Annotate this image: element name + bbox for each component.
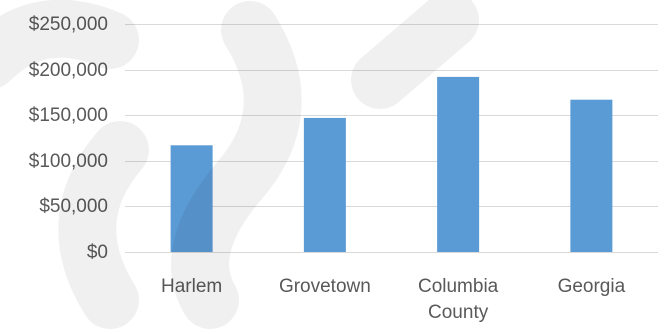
bars	[170, 76, 613, 252]
y-tick-label: $250,000	[29, 14, 108, 35]
watermark-overlay	[0, 0, 479, 329]
y-tick-label: $0	[87, 242, 108, 263]
bar	[303, 117, 346, 252]
y-tick-label: $100,000	[29, 151, 108, 172]
x-axis-category-labels: Harlem Grovetown Columbia County Georgia	[161, 276, 626, 323]
gridlines	[125, 24, 658, 253]
y-tick-label: $150,000	[29, 105, 108, 126]
x-category-label-line: Harlem	[161, 276, 222, 297]
x-category-label-line: Grovetown	[279, 276, 371, 297]
y-tick-label: $50,000	[39, 196, 108, 217]
y-axis-tick-labels: $0 $50,000 $100,000 $150,000 $200,000 $250,00…	[29, 14, 108, 263]
x-category-label-line: Columbia	[418, 276, 499, 297]
x-category-label: Harlem	[161, 276, 222, 297]
x-category-label: Georgia	[558, 276, 626, 297]
bar	[437, 76, 480, 252]
y-tick-label: $200,000	[29, 60, 108, 81]
bar	[170, 145, 213, 252]
x-category-label: Columbia County	[418, 276, 499, 323]
x-category-label-line: County	[428, 302, 489, 323]
bar	[570, 99, 613, 252]
x-category-label: Grovetown	[279, 276, 371, 297]
x-category-label-line: Georgia	[558, 276, 626, 297]
